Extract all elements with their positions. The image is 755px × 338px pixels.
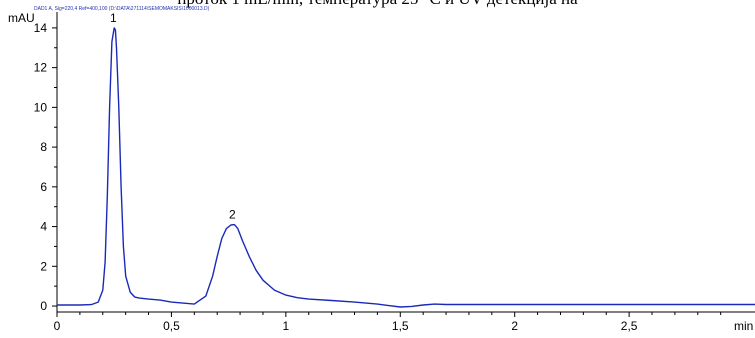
y-tick-label: 0 — [40, 299, 47, 313]
y-tick-label: 8 — [40, 140, 47, 154]
x-tick-label: 0,5 — [163, 319, 180, 333]
x-tick-label: 2 — [511, 319, 518, 333]
series-line — [57, 27, 755, 308]
x-tick-label: 1,5 — [392, 319, 409, 333]
chart-marks: 12 — [57, 11, 755, 308]
signal-header-label: DAD1 A, Sig=220,4 Ref=400,100 (D:\DATA\2… — [34, 6, 210, 12]
caption-text: проток 1 mL/min, температура 25 °C и UV … — [0, 0, 755, 9]
peak-label: 2 — [229, 208, 236, 222]
x-axis-label: min — [734, 319, 753, 333]
y-tick-label: 4 — [40, 220, 47, 234]
y-tick-label: 2 — [40, 259, 47, 273]
x-tick-label: 2,5 — [621, 319, 638, 333]
y-tick-label: 14 — [34, 21, 48, 35]
y-axis-label: mAU — [8, 11, 35, 25]
x-tick-label: 1 — [283, 319, 290, 333]
peak-label: 1 — [110, 11, 117, 25]
x-tick-label: 0 — [54, 319, 61, 333]
y-tick-label: 12 — [34, 61, 48, 75]
y-tick-label: 6 — [40, 180, 47, 194]
y-tick-label: 10 — [34, 100, 48, 114]
